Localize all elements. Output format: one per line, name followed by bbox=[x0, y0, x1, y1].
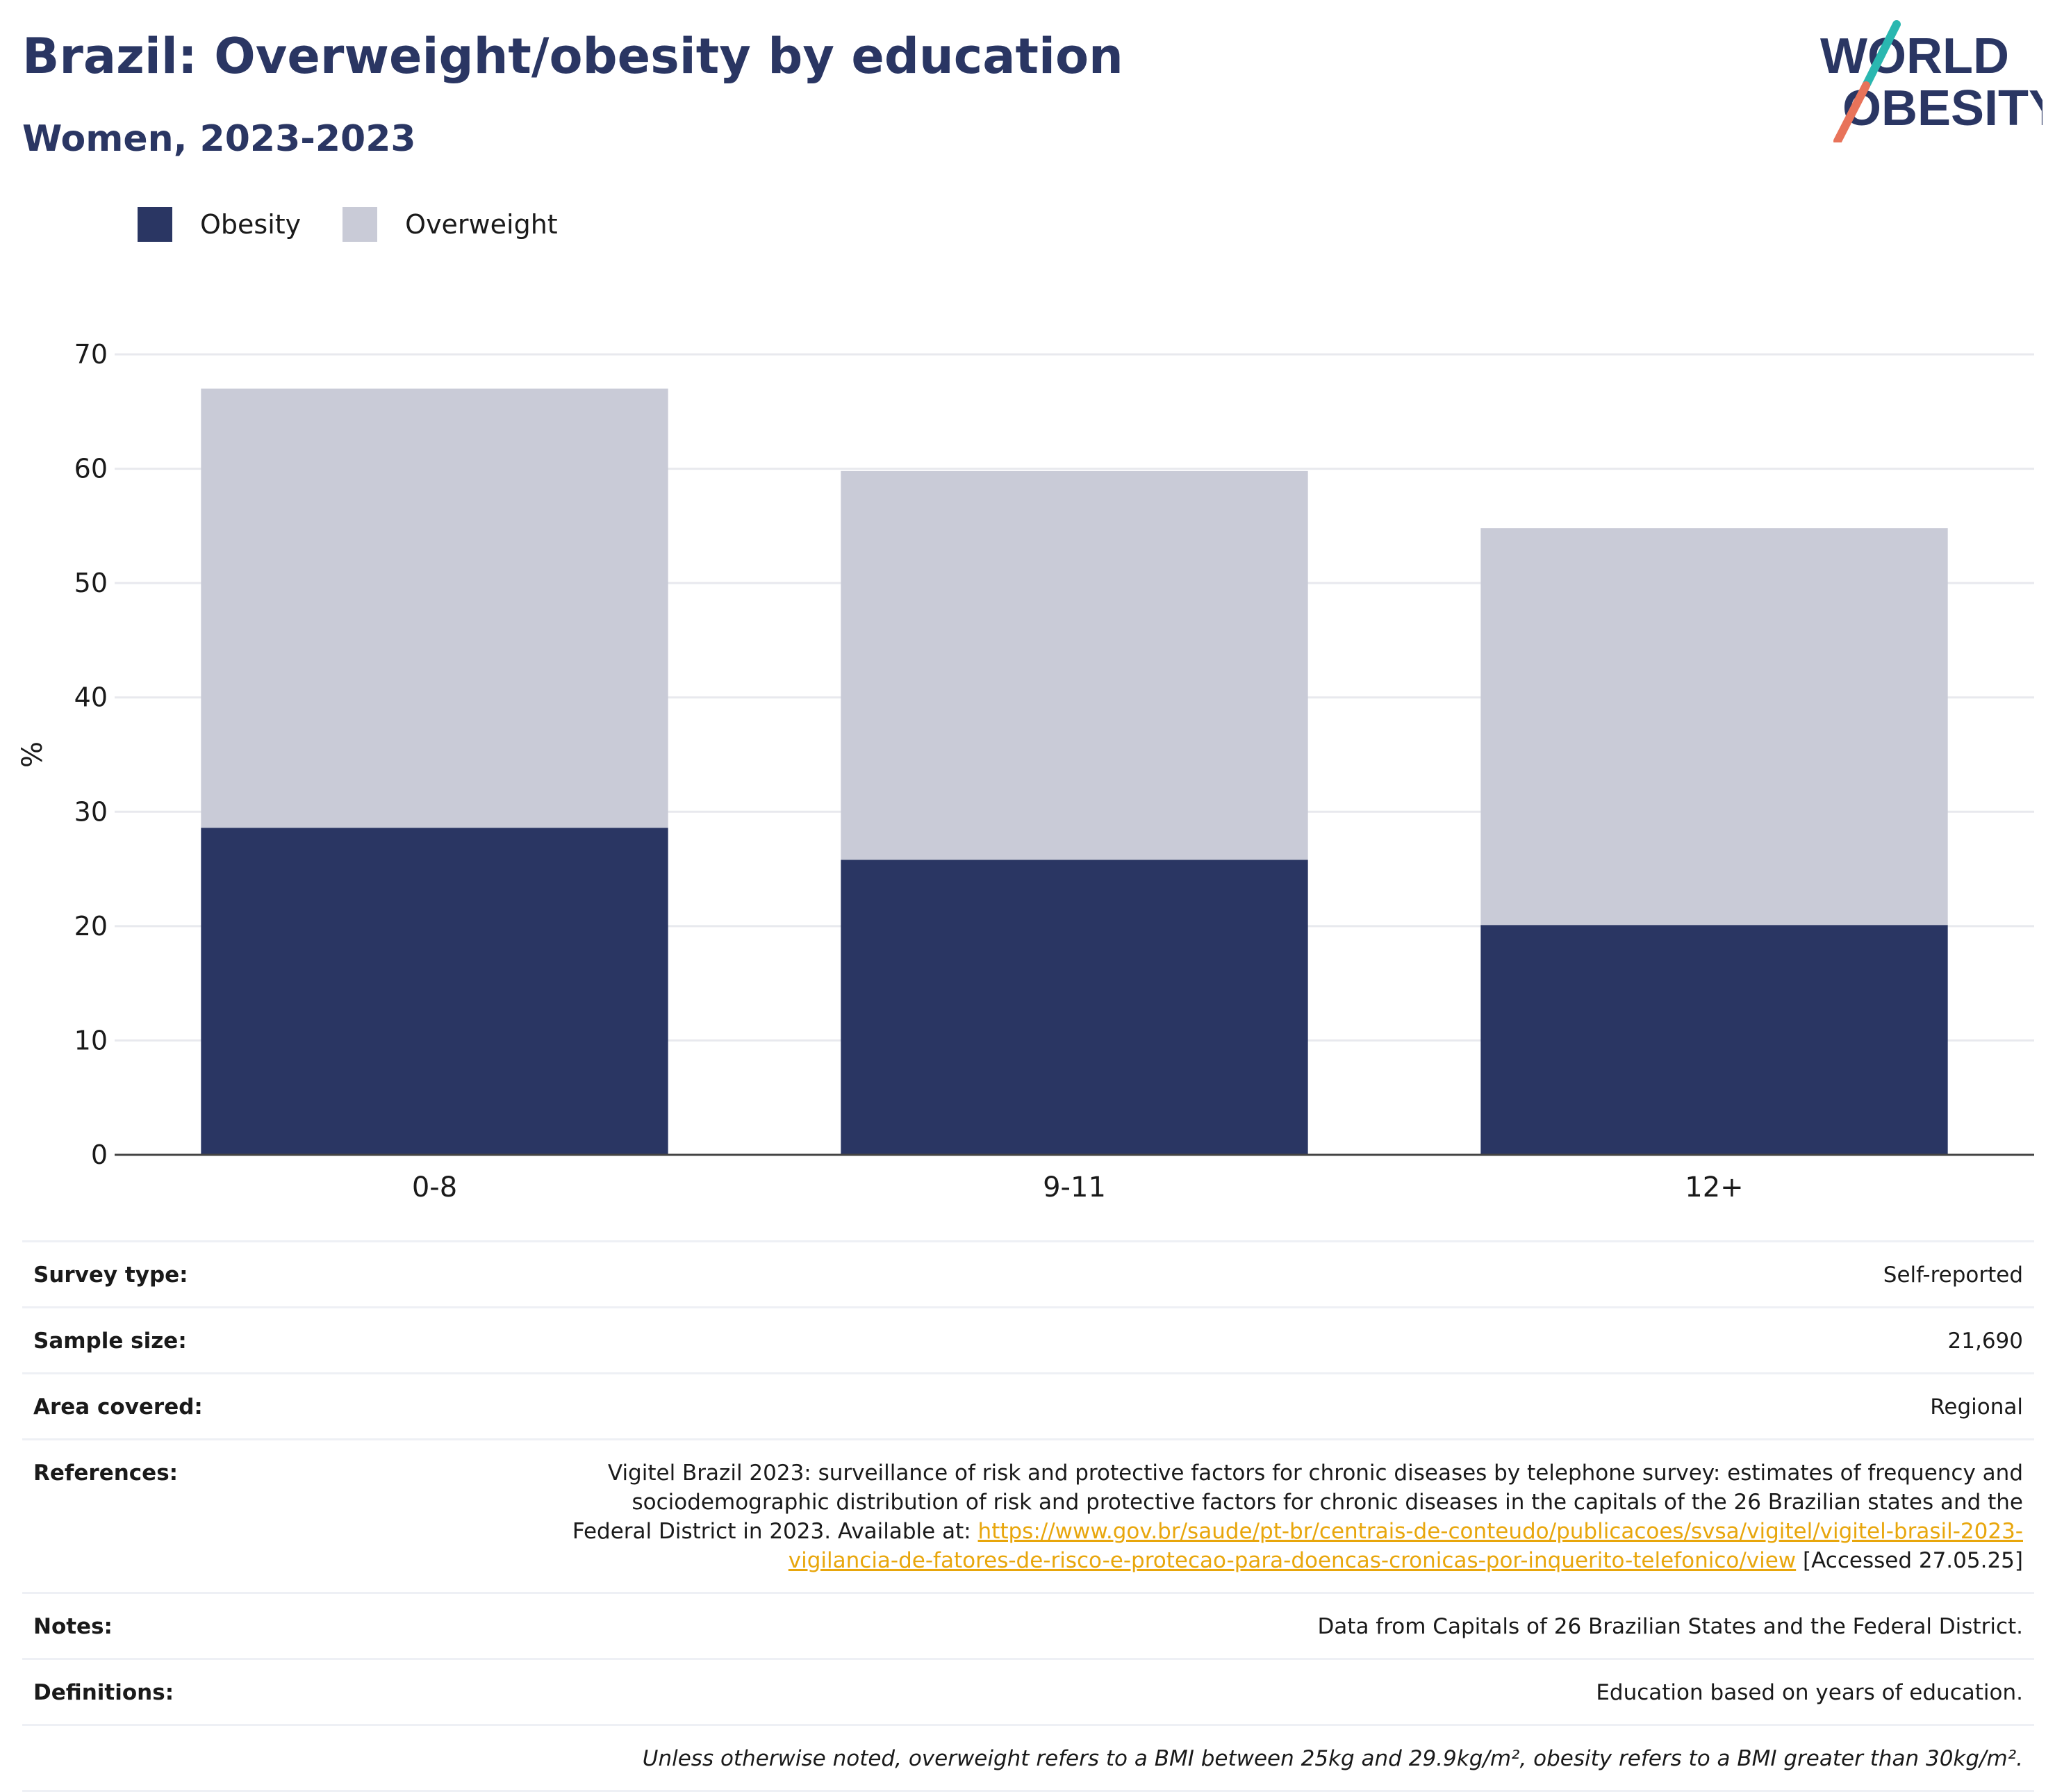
bar-overweight-1 bbox=[841, 470, 1308, 860]
bar-overweight-0 bbox=[201, 388, 668, 828]
meta-row-survey-type: Survey type: Self-reported bbox=[22, 1240, 2034, 1306]
meta-row-area-covered: Area covered: Regional bbox=[22, 1372, 2034, 1438]
y-tick-label: 60 bbox=[74, 454, 108, 484]
bar-obesity-2 bbox=[1480, 925, 1948, 1155]
meta-row-notes: Notes: Data from Capitals of 26 Brazilia… bbox=[22, 1592, 2034, 1658]
meta-value: Self-reported bbox=[1883, 1263, 2023, 1288]
y-tick-label: 70 bbox=[74, 339, 108, 370]
y-tick-label: 50 bbox=[74, 568, 108, 598]
reference-accessed: [Accessed 27.05.25] bbox=[1796, 1548, 2023, 1573]
y-tick-label: 40 bbox=[74, 682, 108, 713]
y-tick-label: 0 bbox=[91, 1140, 108, 1170]
legend-swatch-overweight bbox=[342, 207, 378, 242]
meta-row-sample-size: Sample size: 21,690 bbox=[22, 1306, 2034, 1372]
meta-row-references: References: Vigitel Brazil 2023: surveil… bbox=[22, 1438, 2034, 1592]
meta-label: References: bbox=[33, 1461, 179, 1486]
logo-text-obesity: OBESITY bbox=[1842, 81, 2042, 136]
survey-metadata-table: Survey type: Self-reported Sample size: … bbox=[22, 1240, 2034, 1792]
meta-row-footnote: Unless otherwise noted, overweight refer… bbox=[22, 1724, 2034, 1792]
reference-text: Vigitel Brazil 2023: surveillance of ris… bbox=[572, 1461, 2023, 1544]
meta-value: Education based on years of education. bbox=[1596, 1680, 2023, 1705]
chart-legend: Obesity Overweight bbox=[138, 207, 600, 242]
legend-swatch-obesity bbox=[138, 207, 172, 242]
bar-obesity-1 bbox=[841, 860, 1308, 1155]
y-tick-label: 10 bbox=[74, 1025, 108, 1055]
meta-label: Area covered: bbox=[33, 1395, 203, 1420]
logo-slash-coral bbox=[1833, 81, 1870, 142]
y-axis-label: % bbox=[17, 741, 49, 768]
bmi-footnote: Unless otherwise noted, overweight refer… bbox=[642, 1746, 2023, 1771]
legend-label-overweight: Overweight bbox=[405, 209, 558, 240]
meta-value: 21,690 bbox=[1947, 1329, 2023, 1354]
legend-item-obesity: Obesity bbox=[138, 207, 301, 242]
meta-label: Notes: bbox=[33, 1614, 113, 1639]
logo-text-world: WORLD bbox=[1820, 28, 2009, 84]
world-obesity-logo: WORLD OBESITY bbox=[1820, 20, 2042, 142]
meta-row-definitions: Definitions: Education based on years of… bbox=[22, 1658, 2034, 1724]
reference-link[interactable]: https://www.gov.br/saude/pt-br/centrais-… bbox=[788, 1519, 2023, 1573]
bar-obesity-0 bbox=[201, 828, 668, 1155]
legend-item-overweight: Overweight bbox=[342, 207, 558, 242]
meta-label: Survey type: bbox=[33, 1263, 188, 1288]
bar-overweight-2 bbox=[1480, 528, 1948, 926]
legend-label-obesity: Obesity bbox=[200, 209, 302, 240]
meta-value: Vigitel Brazil 2023: surveillance of ris… bbox=[550, 1458, 2023, 1575]
logo-slash-teal bbox=[1862, 20, 1901, 90]
chart-subtitle: Women, 2023-2023 bbox=[22, 118, 416, 160]
stacked-bar-chart: 0 10 20 30 40 50 60 70% 0-8 9-11 12+ bbox=[17, 339, 2034, 1203]
y-tick-label: 20 bbox=[74, 911, 108, 942]
x-tick-label: 9-11 bbox=[1043, 1172, 1106, 1203]
meta-value: Data from Capitals of 26 Brazilian State… bbox=[1317, 1614, 2023, 1639]
meta-value: Regional bbox=[1930, 1395, 2023, 1420]
x-tick-label: 0-8 bbox=[412, 1172, 457, 1203]
x-tick-label: 12+ bbox=[1685, 1172, 1743, 1203]
meta-label: Definitions: bbox=[33, 1680, 174, 1705]
meta-label: Sample size: bbox=[33, 1329, 187, 1354]
chart-title: Brazil: Overweight/obesity by education bbox=[22, 28, 1123, 85]
y-tick-label: 30 bbox=[74, 796, 108, 827]
